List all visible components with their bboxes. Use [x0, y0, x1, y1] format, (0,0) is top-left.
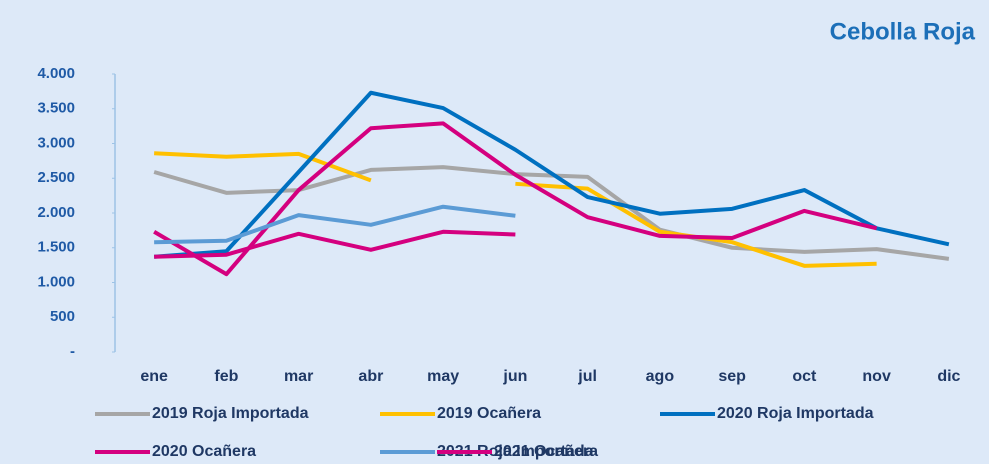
y-tick-label: 1.000: [37, 273, 75, 290]
legend-label: 2019 Ocañera: [437, 405, 541, 422]
series-line: [154, 151, 372, 183]
y-tick-label: -: [70, 343, 75, 360]
chart-title: Cebolla Roja: [830, 18, 976, 45]
legend-label: 2020 Ocañera: [152, 443, 256, 460]
legend-label: 2019 Roja Importada: [152, 405, 309, 422]
y-tick-label: 1.500: [37, 239, 75, 256]
x-tick-label: may: [427, 368, 459, 385]
x-tick-label: jun: [502, 368, 527, 385]
y-tick-label: 2.500: [37, 169, 75, 186]
x-tick-label: mar: [284, 368, 313, 385]
x-tick-label: oct: [792, 368, 817, 385]
y-tick-label: 2.000: [37, 204, 75, 221]
y-tick-label: 4.000: [37, 65, 75, 82]
x-tick-label: ago: [646, 368, 675, 385]
y-tick-label: 500: [50, 308, 75, 325]
legend-label: 2021 Ocañera: [494, 443, 598, 460]
series-line: [153, 90, 950, 259]
series-line: [154, 229, 516, 259]
x-tick-label: ene: [140, 368, 168, 385]
series-line: [153, 121, 878, 277]
x-tick-label: abr: [358, 368, 383, 385]
x-tick-label: sep: [718, 368, 746, 385]
series-line: [154, 204, 516, 245]
y-tick-label: 3.000: [37, 134, 75, 151]
x-tick-label: dic: [937, 368, 960, 385]
x-tick-label: nov: [862, 368, 891, 385]
x-tick-label: jul: [577, 368, 597, 385]
legend-label: 2021 Roja Importada: [437, 443, 594, 460]
legend-label: 2020 Roja Importada: [717, 405, 874, 422]
y-tick-label: 3.500: [37, 100, 75, 117]
x-tick-label: feb: [214, 368, 238, 385]
